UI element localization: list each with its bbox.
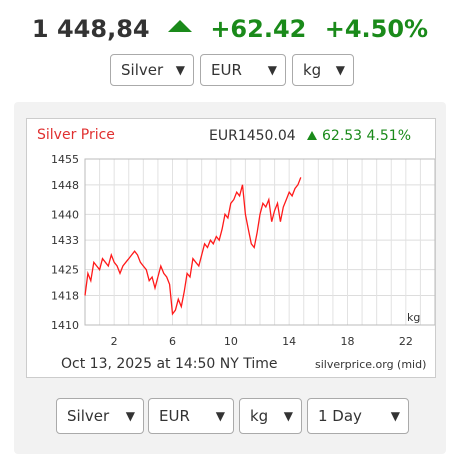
unit-select-bottom[interactable]: kg ▼ <box>239 398 302 434</box>
currency-select-value: EUR <box>211 61 242 79</box>
price-change: +62.42 <box>210 15 307 43</box>
metal-select-bottom-value: Silver <box>67 407 110 425</box>
range-select-bottom[interactable]: 1 Day ▼ <box>307 398 409 434</box>
chart-change-label: 62.53 4.51% <box>322 128 411 144</box>
x-tick-label: 6 <box>169 335 176 348</box>
y-tick-label: 1448 <box>51 179 79 192</box>
metal-select-bottom[interactable]: Silver ▼ <box>56 398 144 434</box>
chevron-down-icon: ▼ <box>283 409 293 423</box>
currency-select-bottom[interactable]: EUR ▼ <box>148 398 234 434</box>
x-tick-label: 10 <box>224 335 238 348</box>
x-tick-label: 18 <box>341 335 355 348</box>
chevron-down-icon: ▼ <box>215 409 225 423</box>
chart-title: Silver Price <box>37 127 115 143</box>
unit-select-value: kg <box>303 61 322 79</box>
metal-select-value: Silver <box>121 61 164 79</box>
chart-container: 1455 1448 1440 1433 1425 1418 1410 2 6 10 14 18 22 S… <box>26 118 436 378</box>
x-tick-label: 2 <box>111 335 118 348</box>
y-tick-label: 1440 <box>51 208 79 221</box>
y-tick-label: 1433 <box>51 234 79 247</box>
up-triangle-icon <box>307 131 317 140</box>
up-triangle-icon <box>167 20 192 32</box>
y-tick-label: 1455 <box>51 153 79 166</box>
chevron-down-icon: ▼ <box>335 63 345 77</box>
currency-select[interactable]: EUR ▼ <box>200 54 286 86</box>
chevron-down-icon: ▼ <box>267 63 277 77</box>
x-tick-label: 22 <box>399 335 413 348</box>
y-tick-label: 1418 <box>51 289 79 302</box>
unit-select[interactable]: kg ▼ <box>292 54 354 86</box>
plot-frame <box>84 158 435 326</box>
chevron-down-icon: ▼ <box>390 409 400 423</box>
chart-unit-label: kg <box>407 311 420 324</box>
y-tick-label: 1425 <box>51 264 79 277</box>
x-tick-label: 14 <box>282 335 296 348</box>
chart-price-label: EUR1450.04 <box>209 128 296 144</box>
chevron-down-icon: ▼ <box>175 63 185 77</box>
grid <box>84 158 435 326</box>
price-change-percent: +4.50% <box>324 15 429 43</box>
currency-select-bottom-value: EUR <box>159 407 190 425</box>
chart-timestamp: Oct 13, 2025 at 14:50 NY Time <box>61 356 278 372</box>
y-tick-label: 1410 <box>51 319 79 332</box>
price-series-line <box>84 177 302 316</box>
chart-source: silverprice.org (mid) <box>315 358 426 371</box>
price-header: 1 448,84 +62.42 +4.50% <box>0 14 460 43</box>
current-price: 1 448,84 <box>31 15 150 43</box>
range-select-bottom-value: 1 Day <box>318 407 362 425</box>
metal-select[interactable]: Silver ▼ <box>110 54 194 86</box>
chevron-down-icon: ▼ <box>125 409 135 423</box>
unit-select-bottom-value: kg <box>250 407 269 425</box>
